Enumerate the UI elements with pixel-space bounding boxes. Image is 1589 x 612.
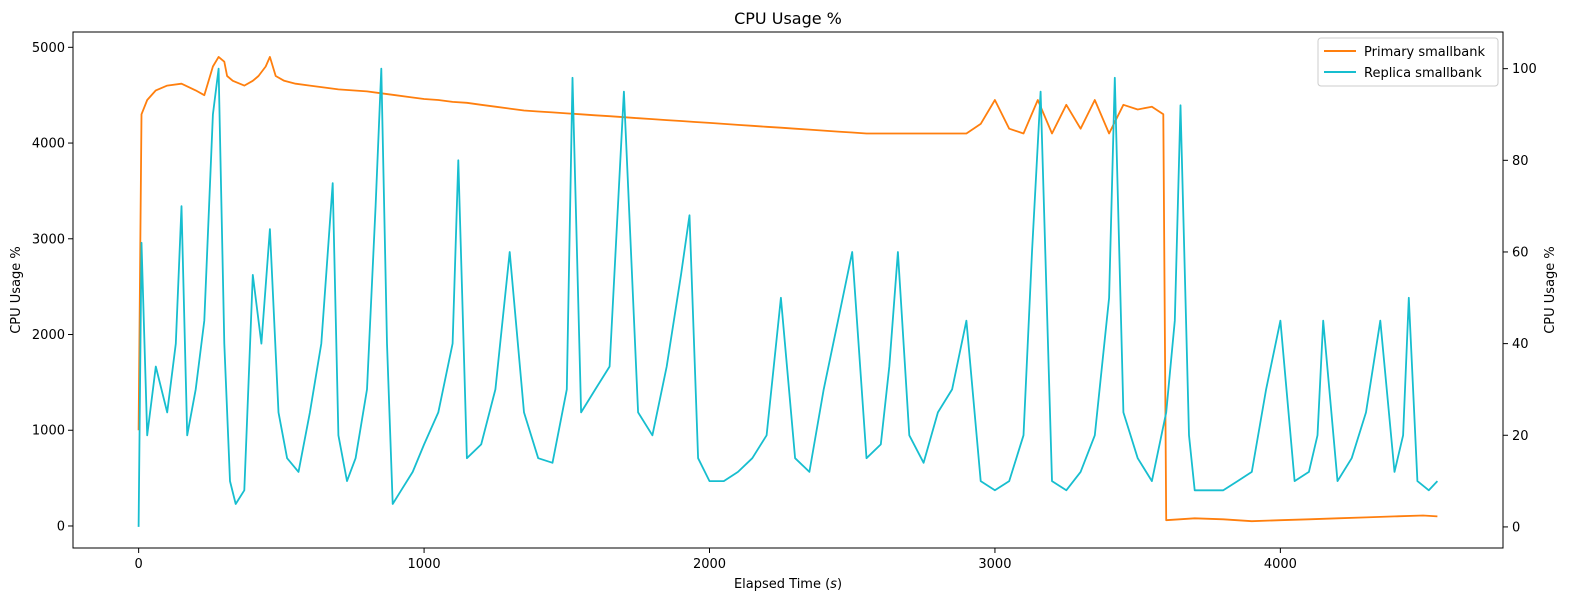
- y-right-tick-label: 20: [1512, 429, 1529, 444]
- y-axis-right: 0 20 40 60 80 100: [1503, 62, 1537, 535]
- x-tick-label: 1000: [408, 557, 441, 572]
- x-tick-label: 2000: [693, 557, 726, 572]
- y-left-tick-label: 0: [57, 519, 65, 534]
- y-left-tick-label: 2000: [32, 328, 65, 343]
- legend: Primary smallbank Replica smallbank: [1317, 37, 1499, 87]
- legend-label-primary: Primary smallbank: [1364, 45, 1485, 60]
- legend-label-replica: Replica smallbank: [1364, 66, 1482, 81]
- x-tick-label: 4000: [1264, 557, 1297, 572]
- y-right-tick-label: 40: [1512, 337, 1529, 352]
- y-right-tick-label: 100: [1512, 62, 1537, 77]
- y-left-tick-label: 1000: [32, 424, 65, 439]
- y-right-tick-label: 60: [1512, 245, 1529, 260]
- x-axis: 0 1000 2000 3000 4000: [135, 548, 1297, 572]
- y-right-tick-label: 80: [1512, 154, 1529, 169]
- series-line-replica-smallbank: [137, 67, 1439, 527]
- plot-frame: [72, 31, 1504, 549]
- x-axis-label: Elapsed Time (s): [734, 577, 842, 592]
- y-left-tick-label: 3000: [32, 232, 65, 247]
- series-line-primary-smallbank: [137, 56, 1438, 523]
- y-right-tick-label: 0: [1512, 520, 1520, 535]
- y-left-tick-label: 4000: [32, 137, 65, 152]
- legend-box: [1317, 37, 1499, 87]
- y-axis-right-label: CPU Usage %: [1543, 246, 1558, 334]
- y-axis-left: 0 1000 2000 3000 4000 5000: [32, 41, 73, 534]
- y-axis-left-label: CPU Usage %: [9, 246, 24, 334]
- plot-area: [137, 56, 1439, 527]
- chart-title: CPU Usage %: [734, 9, 842, 28]
- y-left-tick-label: 5000: [32, 41, 65, 56]
- x-tick-label: 0: [135, 557, 143, 572]
- x-tick-label: 3000: [978, 557, 1011, 572]
